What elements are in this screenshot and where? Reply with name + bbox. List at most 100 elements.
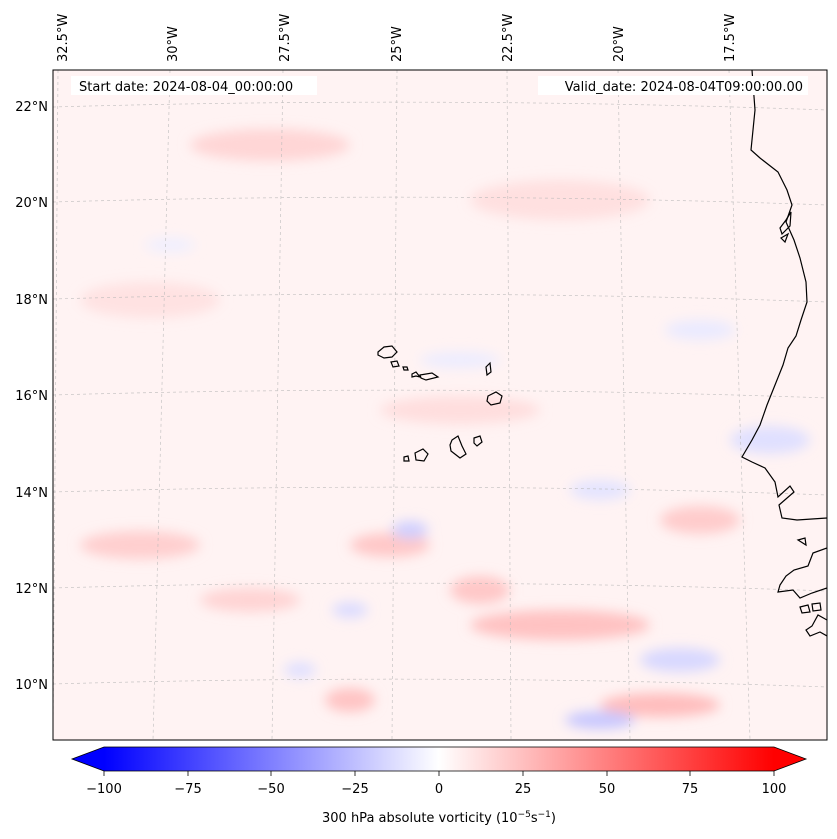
valid-date-box: Valid_date: 2024-08-04T09:00:00.00 <box>538 76 808 95</box>
vort-neg-10 <box>145 238 195 252</box>
colorbar-extend-low <box>72 747 104 771</box>
lon-label: 30°W <box>166 26 181 62</box>
colorbar-tick-label: −75 <box>174 782 201 797</box>
map-frame <box>52 69 828 741</box>
parallel-10 <box>53 678 827 688</box>
lon-label: 22.5°W <box>501 14 516 62</box>
colorbar: −100 −75 −50 −25 0 25 50 75 100 300 hPa … <box>70 746 808 826</box>
start-date-box: Start date: 2024-08-04_00:00:00 <box>71 76 317 95</box>
map-panel: Start date: 2024-08-04_00:00:00 Valid_da… <box>52 69 828 741</box>
vort-neg-4 <box>730 426 810 454</box>
longitude-labels: 32.5°W 30°W 27.5°W 25°W 22.5°W 20°W 17.5… <box>56 14 738 62</box>
lat-label: 10°N <box>15 678 48 693</box>
lat-label: 16°N <box>15 389 48 404</box>
colorbar-tick-label: 50 <box>599 782 616 797</box>
vort-pos-6 <box>470 610 650 640</box>
vort-neg-7 <box>284 662 316 678</box>
start-date-text: Start date: 2024-08-04_00:00:00 <box>79 80 293 95</box>
vorticity-field <box>80 129 810 729</box>
colorbar-ticks <box>103 771 775 776</box>
colorbar-label-exp1: −5 <box>518 810 531 820</box>
vort-pos-8 <box>600 693 720 717</box>
lon-label: 27.5°W <box>278 14 293 62</box>
colorbar-tick-label: −25 <box>341 782 368 797</box>
island-boa-vista <box>486 391 503 406</box>
coast-guinea <box>805 614 827 637</box>
colorbar-label: 300 hPa absolute vorticity (10−5s−1) <box>322 810 556 826</box>
colorbar-tick-label: −100 <box>86 782 122 797</box>
lat-label: 12°N <box>15 582 48 597</box>
parallel-20 <box>53 196 827 206</box>
vort-neg-1 <box>565 711 635 729</box>
lon-label: 17.5°W <box>723 14 738 62</box>
meridian-17-5 <box>728 70 751 740</box>
island-brava <box>403 455 410 462</box>
parallel-18 <box>53 293 827 303</box>
parallel-22 <box>53 101 827 111</box>
island-santiago <box>449 435 467 459</box>
vort-pos-12 <box>380 396 540 424</box>
colorbar-tick-label: 0 <box>435 782 443 797</box>
colorbar-gradient <box>104 747 774 771</box>
lat-label: 20°N <box>15 196 48 211</box>
coast-bissau <box>777 547 827 599</box>
vort-neg-5 <box>570 480 630 500</box>
vort-neg-9 <box>420 352 500 368</box>
vort-neg-8 <box>665 320 735 340</box>
island-bijagos-1 <box>799 604 811 614</box>
lat-label: 22°N <box>15 100 48 115</box>
coastlines <box>377 70 827 637</box>
meridian-30 <box>152 70 171 740</box>
island-bijagos-2 <box>811 602 822 612</box>
island-sal <box>485 361 492 377</box>
africa-coastline <box>741 70 827 521</box>
island-sao-nicolau <box>411 371 422 379</box>
island-santa-luzia <box>402 366 409 371</box>
colorbar-tick-labels: −100 −75 −50 −25 0 25 50 75 100 <box>86 782 786 797</box>
island-fogo <box>414 448 429 462</box>
latitude-labels: 22°N 20°N 18°N 16°N 14°N 12°N 10°N <box>15 100 48 693</box>
vort-neg-6 <box>332 602 368 618</box>
vort-pos-11 <box>660 506 740 534</box>
island-sao-vicente <box>390 360 400 368</box>
island-bijagos-3 <box>796 537 807 547</box>
vort-pos-3 <box>470 180 650 220</box>
gridlines <box>53 70 827 740</box>
meridian-22-5 <box>506 70 512 740</box>
meridian-32-5 <box>53 70 59 740</box>
lat-label: 14°N <box>15 486 48 501</box>
vort-neg-2 <box>640 648 720 672</box>
vort-pos-1 <box>190 129 350 161</box>
parallel-16 <box>53 389 827 399</box>
lat-label: 18°N <box>15 293 48 308</box>
island-santo-antao <box>377 345 398 359</box>
colorbar-tick-label: 25 <box>515 782 532 797</box>
colorbar-label-close: ) <box>551 811 556 826</box>
island-goree <box>780 232 790 244</box>
meridian-27-5 <box>271 70 284 740</box>
vort-pos-4 <box>80 531 200 559</box>
parallel-12 <box>53 582 827 592</box>
lon-label: 25°W <box>390 26 405 62</box>
lon-label: 32.5°W <box>56 14 71 62</box>
island-maio <box>473 435 483 447</box>
colorbar-tick-label: −50 <box>257 782 284 797</box>
colorbar-extend-high <box>774 747 806 771</box>
vort-pos-9 <box>325 688 375 712</box>
vort-pos-10 <box>200 588 300 612</box>
meridian-20 <box>617 70 631 740</box>
island-sao-nicolau-east <box>419 372 440 381</box>
vort-pos-2 <box>80 282 220 318</box>
vort-pos-7 <box>450 576 510 604</box>
vort-neg-3 <box>392 521 428 539</box>
meridian-25 <box>391 70 398 740</box>
colorbar-label-exp2: −1 <box>538 810 551 820</box>
island-banc <box>779 211 792 236</box>
parallel-14 <box>53 486 827 496</box>
colorbar-tick-label: 100 <box>762 782 787 797</box>
colorbar-tick-label: 75 <box>682 782 699 797</box>
colorbar-label-unit: s <box>531 811 538 826</box>
colorbar-label-main: 300 hPa absolute vorticity (10 <box>322 811 518 826</box>
lon-label: 20°W <box>612 26 627 62</box>
